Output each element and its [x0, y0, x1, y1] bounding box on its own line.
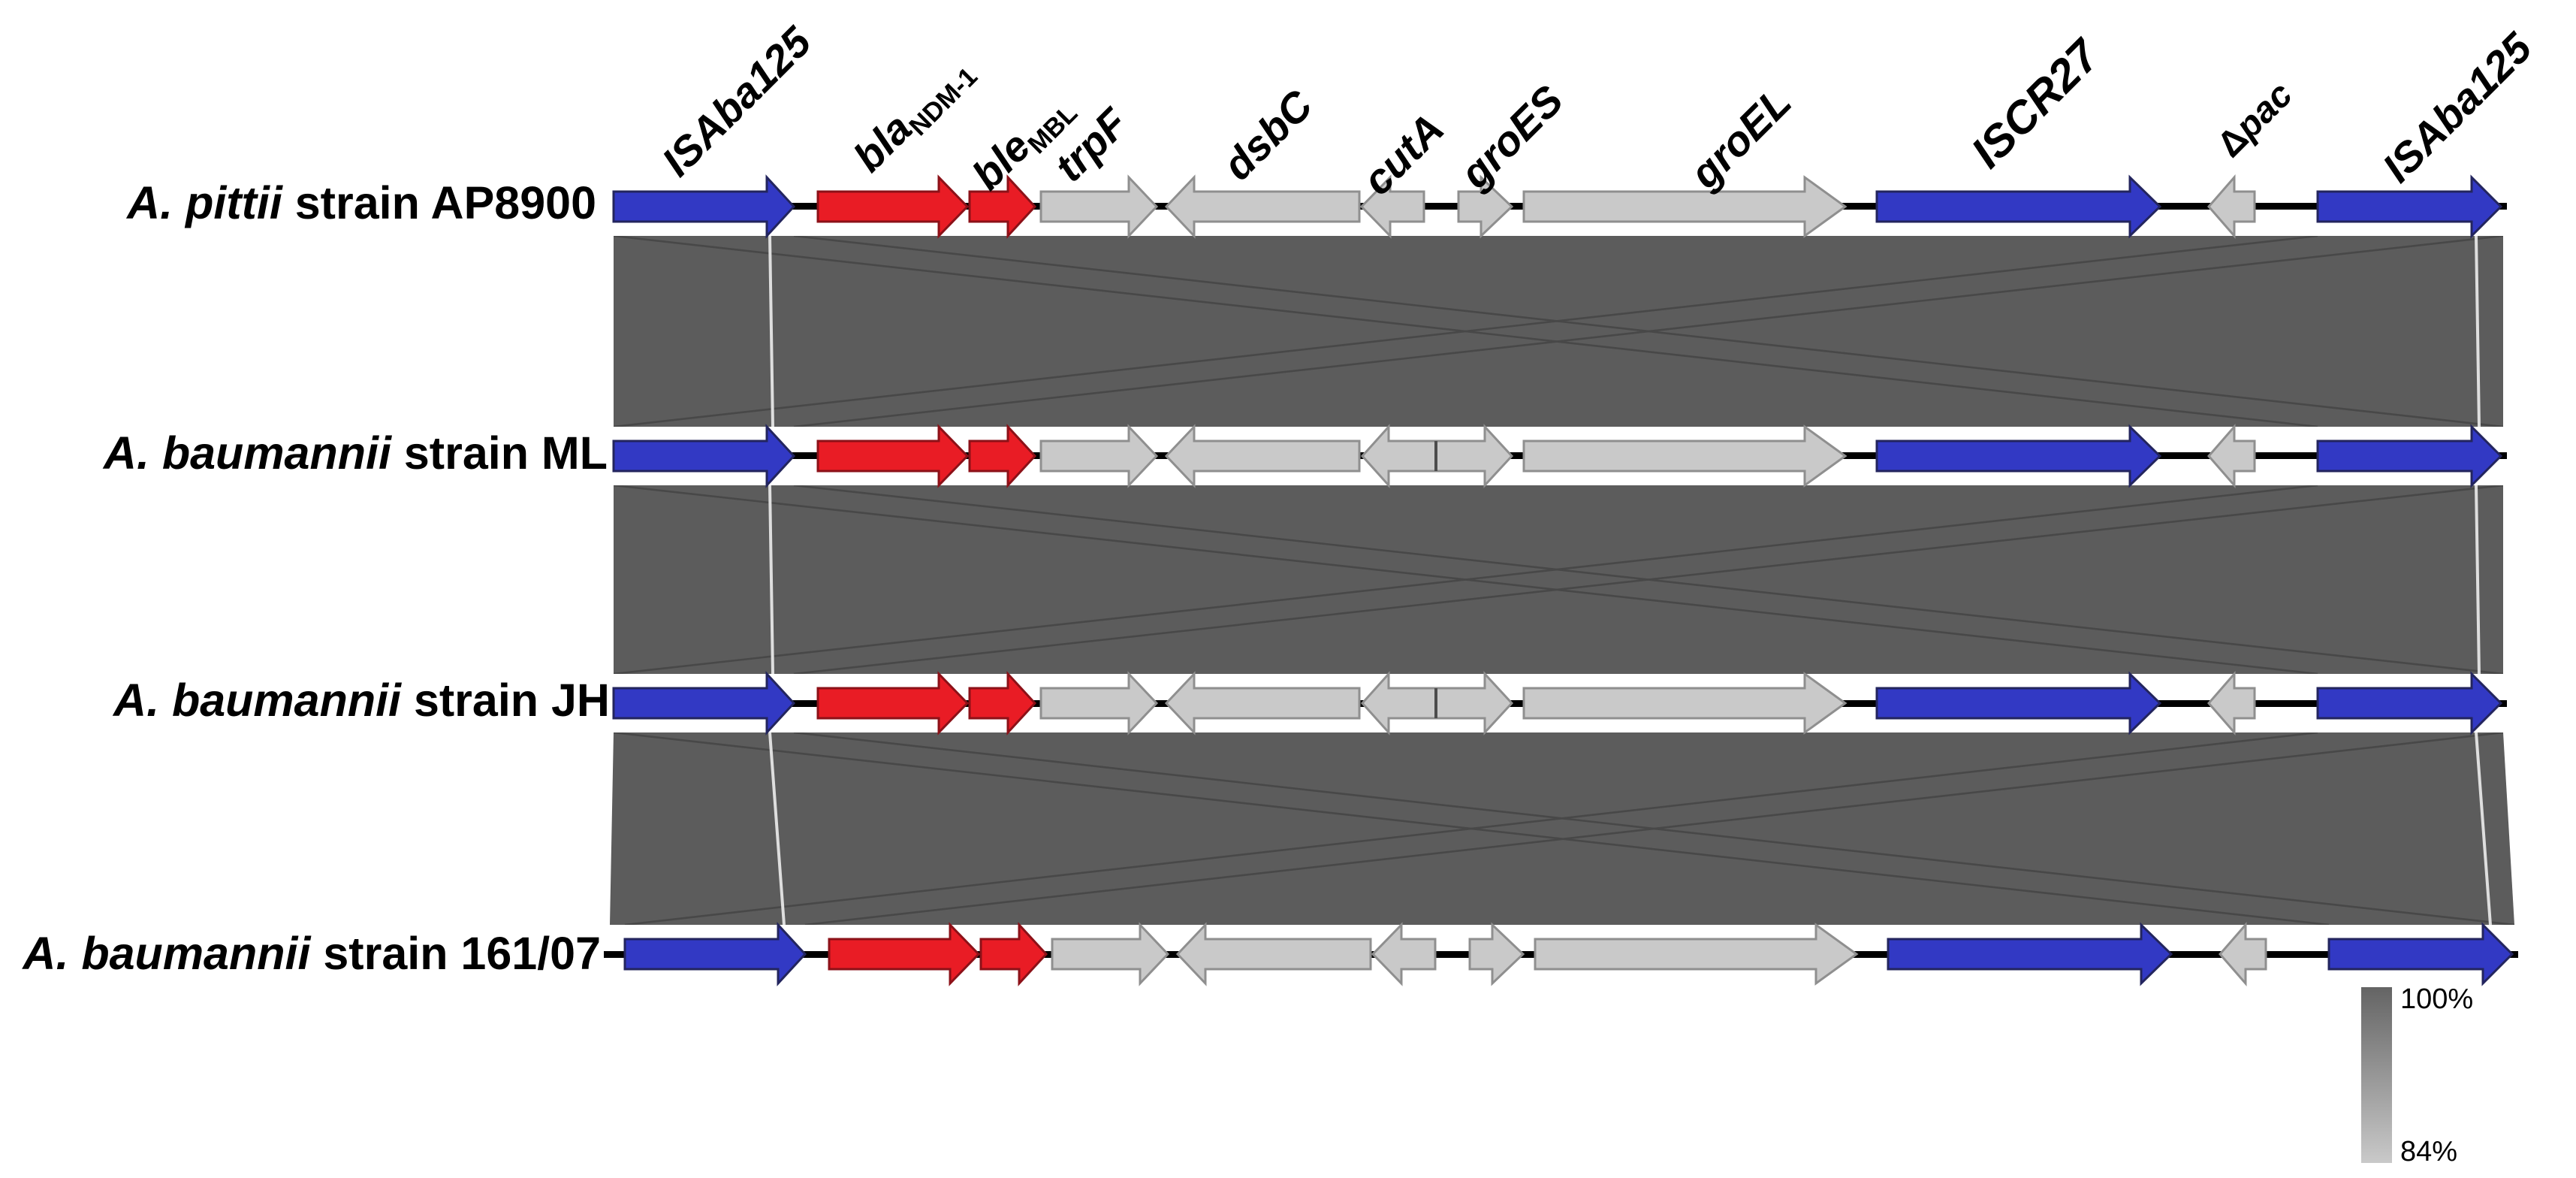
svg-text:A. baumannii strain JH: A. baumannii strain JH [112, 675, 610, 726]
svg-text:A. baumannii strain 161/07: A. baumannii strain 161/07 [21, 928, 601, 979]
svg-text:100%: 100% [2400, 983, 2473, 1015]
svg-text:A. baumannii strain ML: A. baumannii strain ML [102, 427, 608, 479]
svg-text:84%: 84% [2400, 1136, 2457, 1167]
svg-text:A. pittii strain AP8900: A. pittii strain AP8900 [125, 177, 596, 228]
